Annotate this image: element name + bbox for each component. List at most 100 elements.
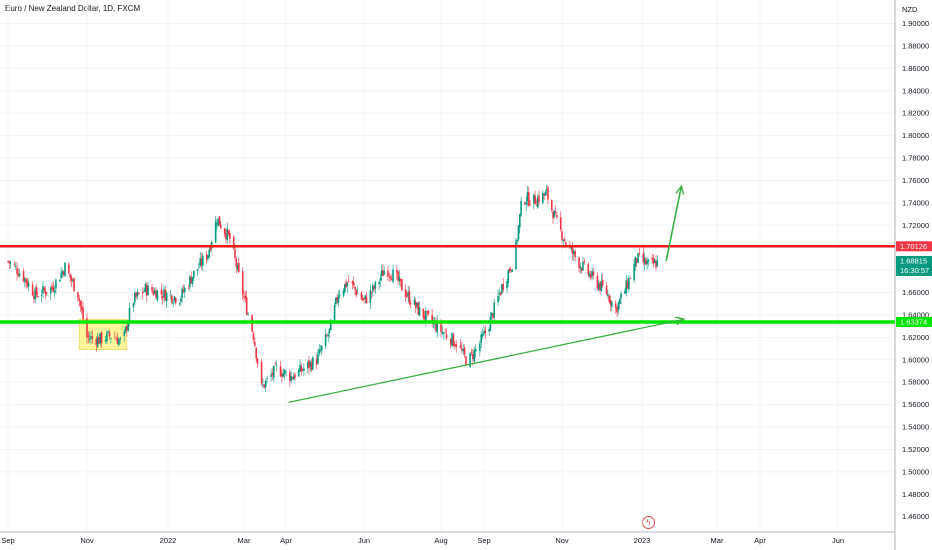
candle-body: [243, 295, 245, 298]
candle-body: [124, 327, 127, 333]
candle-body: [563, 239, 566, 241]
candle-body: [163, 289, 165, 297]
candle-body: [493, 302, 496, 318]
price-axis-label: 1.64000: [902, 310, 929, 319]
candle-body: [318, 349, 321, 354]
candle-body: [492, 313, 494, 319]
candle-body: [192, 270, 195, 278]
candle-body: [599, 282, 601, 291]
candle-body: [292, 376, 295, 380]
candle-body: [647, 259, 650, 262]
price-axis-label: 1.52000: [902, 445, 929, 454]
last-price-tag-value: 1.68815: [900, 256, 927, 265]
price-axis-label: 1.86000: [902, 64, 929, 73]
candle-body: [326, 335, 328, 337]
candle-body: [317, 353, 319, 364]
candle-body: [187, 287, 190, 289]
candle-body: [397, 271, 399, 281]
candle-body: [620, 293, 622, 299]
candle-body: [152, 291, 155, 295]
candle-body: [527, 192, 530, 206]
price-axis-label: 1.90000: [902, 19, 929, 28]
candle-body: [99, 332, 102, 344]
candle-body: [273, 365, 275, 378]
candle-body: [501, 284, 503, 294]
resistance-tag: [896, 241, 932, 252]
candle-body: [165, 292, 168, 302]
candle-body: [306, 362, 309, 368]
candle-body: [484, 330, 487, 333]
candle-body: [327, 334, 329, 337]
candle-body: [573, 250, 575, 255]
candle-body: [499, 292, 502, 295]
candle-body: [459, 345, 462, 348]
candle-body: [329, 319, 332, 331]
candle-body: [223, 228, 226, 234]
candle-body: [587, 264, 590, 275]
arrows[interactable]: [665, 184, 686, 326]
candle-body: [59, 279, 61, 282]
candle-body: [127, 322, 129, 331]
candle-body: [308, 360, 310, 369]
candle-body: [355, 290, 358, 296]
candle-body: [401, 279, 403, 291]
candle-body: [104, 339, 107, 342]
candle-body: [281, 374, 283, 377]
candle-body: [191, 277, 194, 285]
candle-body: [22, 271, 25, 282]
candle-body: [256, 358, 259, 364]
candle-body: [294, 374, 296, 378]
candle-body: [116, 338, 119, 345]
candle-body: [553, 210, 556, 218]
candle-body: [579, 266, 582, 269]
price-axis-label: 1.80000: [902, 131, 929, 140]
candle-body: [123, 331, 125, 336]
candle-body: [68, 264, 70, 274]
candle-body: [629, 278, 631, 280]
candle-body: [559, 217, 562, 230]
candle-body: [611, 301, 613, 307]
candle-body: [388, 274, 391, 276]
candle-body: [444, 332, 446, 334]
candle-body: [370, 292, 373, 293]
candle-body: [247, 314, 249, 316]
candle-body: [398, 276, 401, 282]
trend-line[interactable]: [288, 318, 685, 404]
candle-body: [628, 278, 630, 290]
candle-body: [312, 357, 314, 370]
candle-body: [399, 278, 402, 281]
price-axis-label: 1.56000: [902, 400, 929, 409]
candle-body: [372, 285, 374, 292]
candle-body: [26, 280, 29, 287]
candle-body: [354, 286, 356, 290]
candle-body: [529, 204, 531, 206]
price-axis-label: 1.50000: [902, 467, 929, 476]
candle-body: [479, 343, 481, 352]
candle-body: [264, 380, 267, 388]
candle-body: [483, 331, 485, 334]
candle-body: [413, 299, 416, 305]
price-axis-label: 1.82000: [902, 109, 929, 118]
candle-body: [199, 258, 202, 267]
candle-body: [225, 233, 227, 240]
candle-body: [87, 335, 90, 338]
candle-body: [33, 296, 35, 299]
candle-body: [441, 331, 444, 334]
candle-body: [624, 290, 626, 294]
candle-body: [511, 269, 513, 272]
candle-body: [34, 288, 36, 300]
candle-body: [227, 230, 230, 234]
candle-body: [516, 240, 519, 242]
candle-body: [337, 295, 340, 304]
candle-body: [506, 281, 508, 289]
last-price-tag-countdown: 16:30:57: [900, 266, 929, 275]
candle-body: [633, 264, 635, 281]
candle-body: [118, 339, 120, 346]
candle-body: [234, 249, 236, 258]
candle-body: [571, 247, 574, 254]
candle-body: [319, 350, 322, 352]
candle-body: [392, 269, 394, 283]
candle-body: [174, 297, 177, 303]
time-axis-label: Jun: [358, 536, 370, 545]
